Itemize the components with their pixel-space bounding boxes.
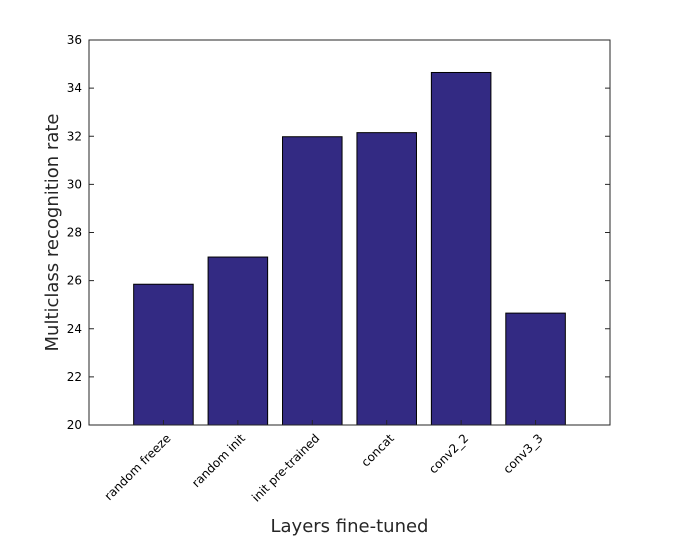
bar-4 [430,71,492,426]
bar-2 [282,136,343,426]
bar-5 [505,312,566,426]
bar-0 [133,283,194,426]
y-tick-label: 36 [67,33,82,47]
x-axis-title: Layers fine-tuned [271,516,429,537]
y-tick-label: 24 [67,322,82,336]
bar-1 [207,256,269,426]
y-tick-label: 20 [67,418,82,432]
bars-group [133,71,566,426]
y-tick-label: 22 [67,370,82,384]
y-tick-label: 28 [67,226,82,240]
y-tick-label: 26 [67,274,82,288]
plot-frame [88,39,611,426]
y-tick-label: 32 [67,129,82,143]
y-tick-label: 30 [67,177,82,191]
y-tick-label: 34 [67,81,82,95]
bar-3 [356,132,417,426]
y-axis-ticks: 20 22 24 26 28 30 32 34 36 [67,33,610,432]
y-axis-title: Multiclass recognition rate [42,114,63,352]
